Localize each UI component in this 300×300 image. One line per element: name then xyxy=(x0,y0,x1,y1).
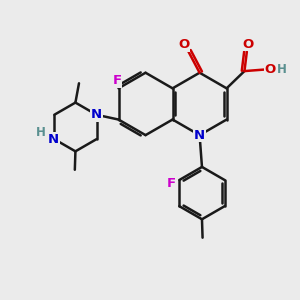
Text: H: H xyxy=(36,126,46,139)
Text: N: N xyxy=(194,129,205,142)
Text: N: N xyxy=(48,133,59,146)
Text: O: O xyxy=(265,62,276,76)
Text: F: F xyxy=(112,74,122,87)
Text: N: N xyxy=(91,108,102,121)
Text: O: O xyxy=(178,38,190,51)
Text: F: F xyxy=(167,177,176,190)
Text: H: H xyxy=(277,63,286,76)
Text: O: O xyxy=(242,38,254,51)
